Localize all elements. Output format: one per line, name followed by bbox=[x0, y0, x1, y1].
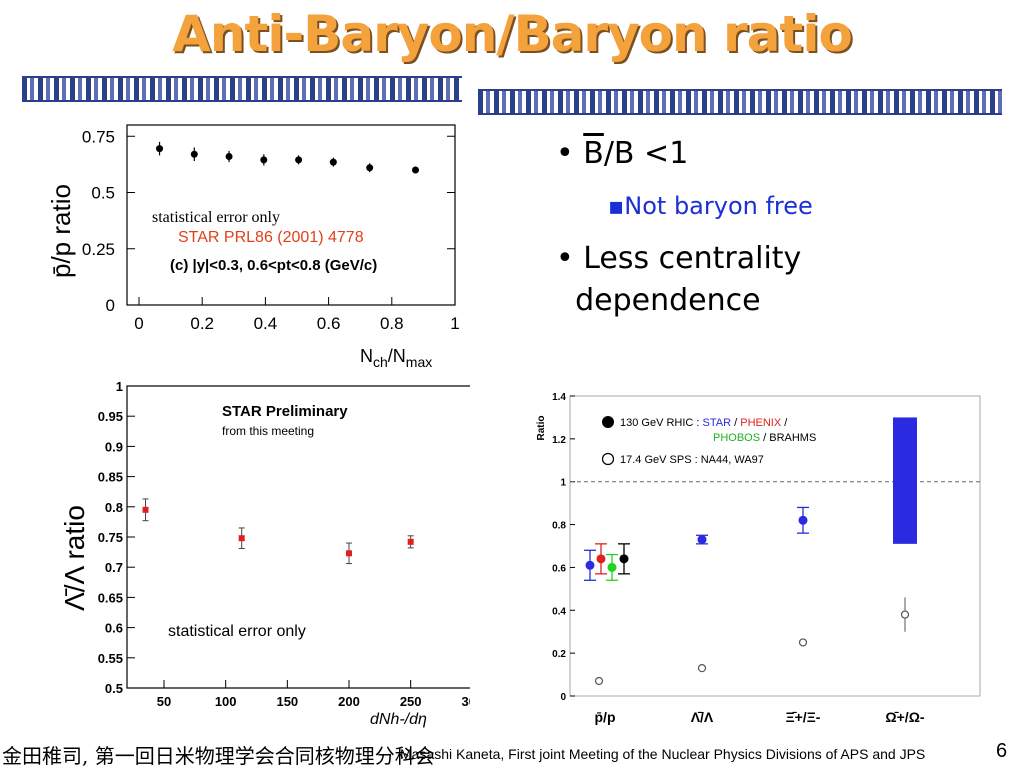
data-point bbox=[412, 166, 419, 174]
sps-point bbox=[594, 676, 604, 686]
legend-marker-rhic bbox=[602, 416, 614, 428]
data-point bbox=[190, 150, 198, 158]
legend-rhic: 130 GeV RHIC : STAR / PHENIX / bbox=[620, 417, 788, 429]
data-point bbox=[238, 535, 245, 542]
x-tick-label: 0 bbox=[134, 314, 143, 333]
data-point bbox=[407, 538, 414, 545]
data-point bbox=[607, 562, 617, 572]
pbar-p-ratio-chart: 0 0.25 0.5 0.75 0 0.2 0.4 0.6 0.8 1 statistical … bbox=[46, 124, 460, 370]
y-axis-label: p̄/p ratio bbox=[46, 184, 76, 278]
y-tick-label: 0.25 bbox=[82, 240, 115, 259]
x-tick-label: 50 bbox=[157, 694, 171, 709]
y-tick-label: 0 bbox=[106, 296, 115, 315]
y-tick-label: 0.7 bbox=[105, 560, 123, 575]
data-point bbox=[619, 554, 629, 564]
y-tick-label: 0.5 bbox=[105, 681, 123, 696]
sub-bullet-not-baryon-free: ▪Not baryon free bbox=[608, 192, 813, 220]
data-point bbox=[329, 158, 337, 166]
decorative-band-right bbox=[478, 89, 1002, 115]
x-tick-label: 0.6 bbox=[317, 314, 341, 333]
y-tick-label: 1 bbox=[560, 478, 566, 489]
omega-range-band bbox=[893, 417, 917, 544]
slide-title: Anti-Baryon/Baryon ratio bbox=[172, 5, 853, 63]
x-tick-label: 0.2 bbox=[190, 314, 214, 333]
annotation-stat-error: statistical error only bbox=[152, 209, 280, 226]
data-point bbox=[798, 515, 808, 525]
bullet-ratio-less-than-one: • B/B <1 bbox=[556, 136, 689, 171]
category-label: Ξ̄+/Ξ- bbox=[786, 709, 821, 725]
y-tick-label: 0.65 bbox=[98, 590, 123, 605]
data-point bbox=[697, 535, 707, 545]
data-point bbox=[366, 164, 374, 172]
ratio-compilation-chart: 0 0.2 0.4 0.6 0.8 1 1.2 1.4 p̄/p Λ̄/Λ Ξ̄+/Ξ- Ω̄+/Ω… bbox=[536, 392, 981, 725]
y-tick-label: 1.2 bbox=[552, 435, 566, 446]
category-label: p̄/p bbox=[595, 709, 616, 725]
chart-subtitle: from this meeting bbox=[222, 424, 314, 438]
bullet-b-bar: B bbox=[583, 136, 604, 171]
x-axis-label: dNh-/dη bbox=[370, 711, 427, 728]
lambda-ratio-chart: 0.5 0.55 0.6 0.65 0.7 0.75 0.8 0.85 0.9 0.95 1 50 1… bbox=[59, 379, 470, 728]
y-tick-label: 0.8 bbox=[105, 500, 123, 515]
legend-sps: 17.4 GeV SPS : NA44, WA97 bbox=[620, 454, 764, 466]
category-label: Ω̄+/Ω- bbox=[885, 709, 925, 725]
y-tick-label: 0.75 bbox=[82, 127, 115, 146]
y-axis-label: Λ̄/Λ ratio bbox=[59, 505, 90, 611]
x-tick-label: 300 bbox=[461, 694, 470, 709]
data-point bbox=[142, 506, 149, 513]
decorative-band-left bbox=[22, 76, 462, 102]
footer-text: Masashi Kaneta, First joint Meeting of t… bbox=[400, 746, 926, 762]
data-point bbox=[596, 554, 606, 564]
y-tick-label: 0.85 bbox=[98, 470, 123, 485]
y-tick-label: 0.6 bbox=[552, 563, 566, 574]
sps-point bbox=[900, 610, 910, 619]
y-tick-label: 0.75 bbox=[98, 530, 123, 545]
data-point bbox=[225, 153, 233, 160]
x-tick-label: 100 bbox=[215, 694, 237, 709]
x-tick-label: 0.4 bbox=[254, 314, 278, 333]
y-tick-label: 1.4 bbox=[552, 392, 566, 403]
plot-frame bbox=[569, 395, 981, 697]
sub-bullet-text: Not baryon free bbox=[624, 192, 813, 220]
y-tick-label: 0.55 bbox=[98, 651, 123, 666]
y-tick-label: 1 bbox=[116, 379, 123, 394]
legend-marker-sps bbox=[601, 452, 615, 466]
x-tick-label: 250 bbox=[400, 694, 422, 709]
x-axis-label: Nch/Nmax bbox=[360, 346, 432, 370]
bullet-b-text: /B <1 bbox=[603, 136, 689, 171]
y-tick-label: 0.6 bbox=[105, 621, 123, 636]
data-point bbox=[156, 145, 164, 153]
category-label: Λ̄/Λ bbox=[691, 709, 714, 725]
x-tick-label: 1 bbox=[450, 314, 459, 333]
y-tick-label: 0.9 bbox=[105, 439, 123, 454]
annotation-cuts: (c) |y|<0.3, 0.6<pt<0.8 (GeV/c) bbox=[170, 257, 377, 274]
y-tick-label: 0 bbox=[560, 692, 566, 703]
annotation-stat-error: statistical error only bbox=[168, 623, 306, 640]
sps-point bbox=[697, 664, 707, 673]
sps-point bbox=[798, 638, 808, 647]
bullet-centrality: • Less centrality dependence bbox=[556, 241, 802, 318]
legend-rhic-line2: PHOBOS / BRAHMS bbox=[713, 432, 816, 444]
bullet-centrality-line1: Less centrality bbox=[583, 241, 802, 276]
data-point bbox=[260, 156, 268, 164]
data-point bbox=[346, 550, 352, 557]
y-tick-label: 0.95 bbox=[98, 409, 123, 424]
chart-title: STAR Preliminary bbox=[222, 403, 348, 420]
y-axis-label: Ratio bbox=[536, 416, 547, 441]
page-number: 6 bbox=[996, 740, 1008, 762]
x-tick-label: 200 bbox=[338, 694, 360, 709]
y-tick-label: 0.8 bbox=[552, 521, 566, 532]
y-tick-label: 0.4 bbox=[552, 606, 566, 617]
y-tick-label: 0.2 bbox=[552, 649, 566, 660]
data-point bbox=[295, 156, 303, 164]
annotation-reference: STAR PRL86 (2001) 4778 bbox=[178, 229, 364, 246]
footer-japanese: 金田稚司, 第一回日米物理学会合同核物理分科会 bbox=[2, 744, 435, 768]
data-point bbox=[585, 560, 595, 570]
y-tick-label: 0.5 bbox=[91, 184, 115, 203]
x-tick-label: 0.8 bbox=[380, 314, 404, 333]
x-tick-label: 150 bbox=[276, 694, 298, 709]
bullet-centrality-line2: dependence bbox=[575, 283, 761, 318]
plot-frame bbox=[126, 124, 456, 306]
